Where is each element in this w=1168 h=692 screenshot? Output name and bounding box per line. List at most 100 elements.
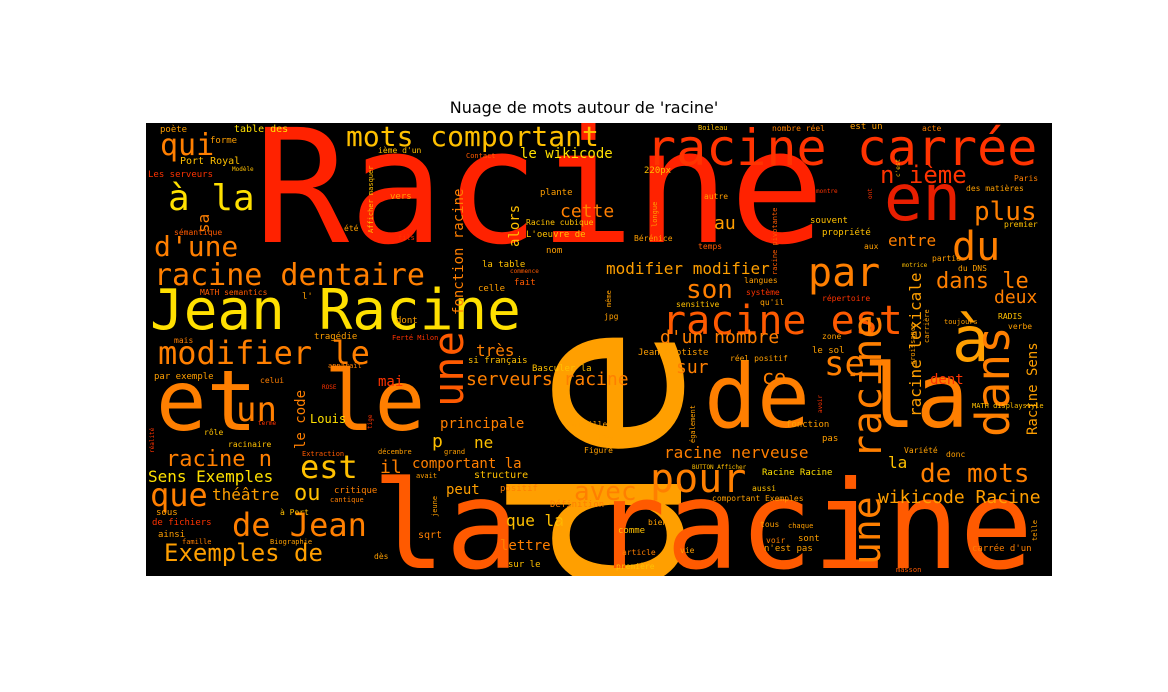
word: de fichiers [152, 518, 212, 528]
word: Bérénice [634, 234, 673, 243]
word: le sol [812, 346, 845, 356]
word: le [324, 352, 426, 450]
word: sqrt [418, 530, 443, 541]
word: sont [798, 534, 820, 544]
word: Boileau [698, 124, 728, 132]
word: dont [396, 316, 418, 326]
word: Basculer la [532, 364, 592, 374]
word: tous [760, 520, 780, 529]
word: réel positif [730, 354, 788, 363]
word: fonction [786, 420, 830, 430]
word: croissance [909, 322, 917, 365]
word: ainsi [158, 530, 186, 540]
word: mais [174, 336, 194, 345]
word: jeune [431, 495, 439, 517]
word: carrée d'un [972, 544, 1032, 554]
word: n'est pas [764, 544, 813, 554]
word: cette [560, 201, 615, 222]
word: Exemples de [164, 539, 323, 567]
word: nom [546, 246, 563, 256]
word: un [236, 390, 277, 430]
word: Racine cubique [526, 218, 594, 227]
word-cloud: Racine de la racine Jean Racine et le de… [146, 123, 1052, 576]
word: motrice [902, 262, 928, 269]
word: comportant Exemples [712, 494, 804, 503]
word: que [150, 476, 208, 514]
word: décembre [378, 448, 412, 456]
word: se [824, 344, 865, 384]
word: ou [294, 481, 321, 506]
word: d'une [154, 230, 239, 263]
word: Modèle [232, 166, 254, 173]
word: chaque [788, 522, 814, 530]
word: avec [574, 477, 637, 507]
word: Racine [254, 123, 825, 280]
word: sensitive [676, 300, 720, 309]
word: forme [210, 136, 238, 146]
word: d'un nombre [660, 327, 780, 348]
word: carrière [923, 309, 931, 343]
word: racine dentaire [154, 258, 425, 293]
word: de la [704, 345, 969, 448]
word: mai [378, 374, 404, 390]
word: du [952, 224, 1001, 270]
word: en [884, 162, 962, 236]
word: ième d'un [378, 146, 422, 155]
figure-title: Nuage de mots autour de 'racine' [449, 98, 719, 117]
word: il [380, 457, 402, 478]
word: une [424, 331, 473, 407]
word: celui [260, 376, 285, 385]
word: bien [648, 518, 668, 527]
word: jpg [604, 312, 619, 321]
word: MATH semantics [200, 288, 268, 297]
word: sur [676, 357, 709, 378]
word: voir [766, 536, 786, 545]
word: RADIS [998, 312, 1023, 321]
word: comme [618, 526, 646, 536]
word: Les serveurs [148, 170, 214, 180]
word: rôle [204, 428, 224, 437]
word: vers [390, 192, 412, 202]
word: la racine [372, 455, 1034, 576]
word: autre [704, 192, 729, 201]
word: n ième [880, 161, 967, 189]
word: toujours [944, 318, 978, 326]
word: fonction racine [451, 188, 467, 315]
word: dans le [936, 269, 1029, 294]
word: système [746, 288, 780, 297]
word: au [714, 213, 736, 234]
word: p [432, 431, 443, 452]
word: montre [816, 188, 838, 195]
word: comportant la [412, 456, 522, 472]
word: ROSE [322, 384, 337, 391]
word: ont [867, 188, 874, 199]
word: acte [922, 124, 942, 133]
word: plante [540, 188, 573, 198]
word: par [808, 250, 881, 296]
word: longue [651, 201, 659, 227]
word: qui [160, 128, 215, 163]
word: commence [510, 268, 539, 275]
word: et [156, 352, 258, 450]
word: Définition [550, 500, 605, 510]
word: est [300, 448, 358, 486]
word: principale [440, 416, 525, 432]
word: sémantique [174, 228, 223, 237]
word: critique [334, 486, 378, 496]
word: ce [762, 365, 787, 389]
word: la table [482, 260, 526, 270]
word: à Port [280, 508, 309, 517]
word: mots comportant [346, 123, 599, 153]
word: famille [182, 538, 212, 546]
word: Louis [310, 412, 347, 426]
word: fait [514, 278, 536, 288]
word: lettre [500, 538, 551, 554]
word: la [888, 453, 908, 472]
word: L'oeuvre de [526, 230, 586, 240]
word: racine pivotante [771, 207, 779, 275]
word: donc [946, 450, 966, 459]
word: le wikicode [520, 146, 613, 162]
word: pas [822, 434, 839, 444]
word: Corneille [564, 420, 608, 429]
word: Extraction [302, 450, 345, 458]
